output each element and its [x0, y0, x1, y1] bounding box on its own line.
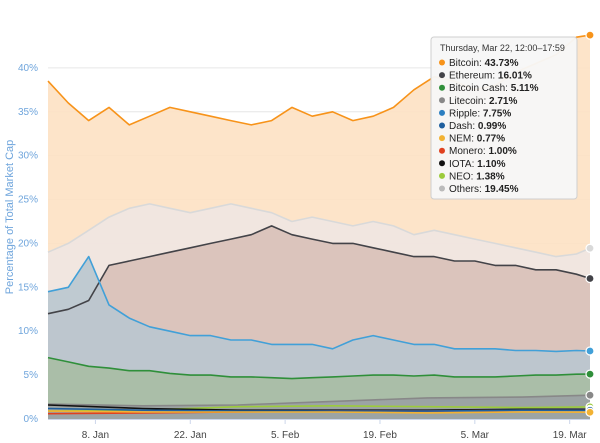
tooltip-row-ripple: Ripple: 7.75% [449, 108, 511, 119]
y-tick-label: 5% [24, 370, 39, 381]
series-line-ripple[interactable] [47, 255, 591, 353]
tooltip-row-monero: Monero: 1.00% [449, 146, 517, 157]
tooltip-dot-litecoin [439, 97, 445, 104]
series-line-ethereum[interactable] [47, 225, 591, 315]
tooltip-row-dash: Dash: 0.99% [449, 121, 506, 132]
tooltip-box [430, 36, 578, 200]
tooltip-row-neo: NEO: 1.38% [449, 171, 505, 182]
y-tick-label: 20% [18, 238, 38, 249]
x-tick-label: 5. Mar [461, 430, 490, 441]
y-tick-label: 35% [18, 107, 38, 118]
y-axis-ticks: 0% 5% 10% 15% 20% 25% 30% 35% 40% [18, 63, 38, 425]
x-tick-label: 19. Mar [553, 430, 588, 441]
x-tick-label: 19. Feb [363, 430, 397, 441]
tooltip-row-ethereum: Ethereum: 16.01% [449, 71, 532, 82]
tooltip-dot-iota [439, 160, 445, 167]
series-line-nem[interactable] [47, 410, 591, 414]
tooltip-dot-bitcoin-cash [439, 84, 445, 91]
tooltip-dot-neo [439, 172, 445, 179]
series-line-others[interactable] [47, 203, 591, 258]
tooltip-dot-bitcoin [439, 59, 445, 66]
y-axis-label: Percentage of Total Market Cap [4, 140, 16, 295]
tooltip-row-bitcoin-cash: Bitcoin Cash: 5.11% [449, 83, 539, 94]
x-tick-label: 5. Feb [271, 430, 300, 441]
tooltip-dot-ripple [439, 109, 445, 116]
y-tick-label: 15% [18, 282, 38, 293]
marker-ripple [585, 346, 595, 356]
tooltip-dot-others [439, 185, 445, 192]
tooltip-dot-ethereum [439, 72, 445, 79]
y-tick-label: 0% [24, 414, 39, 425]
marker-litecoin [585, 390, 595, 400]
marker-bitcoin [585, 30, 595, 40]
y-tick-label: 10% [18, 326, 38, 337]
tooltip-row-iota: IOTA: 1.10% [449, 159, 506, 170]
y-tick-label: 30% [18, 151, 38, 162]
marker-others [585, 243, 595, 253]
series-line-iota[interactable] [47, 404, 590, 411]
hover-markers [585, 30, 595, 417]
tooltip-header: Thursday, Mar 22, 12:00–17:59 [440, 43, 565, 53]
y-tick-label: 40% [18, 63, 38, 74]
series-lines [47, 34, 591, 415]
marker-bitcoin-cash [585, 369, 595, 379]
tooltip-rows: Bitcoin: 43.73% Ethereum: 16.01%Bitcoin C… [439, 58, 539, 195]
x-axis-ticks: 8. Jan 22. Jan 5. Feb 19. Feb 5. Mar 19. Mar [82, 419, 587, 441]
tooltip: Thursday, Mar 22, 12:00–17:59 Bitcoin: 4… [430, 36, 578, 200]
marker-nem [585, 407, 595, 417]
series-line-litecoin[interactable] [47, 394, 591, 407]
series-line-bitcoin-cash[interactable] [47, 356, 591, 380]
tooltip-row-litecoin: Litecoin: 2.71% [449, 96, 517, 107]
tooltip-dot-dash [439, 122, 445, 129]
tooltip-dot-nem [439, 135, 445, 142]
series-line-dash[interactable] [47, 407, 591, 412]
y-tick-label: 25% [18, 195, 38, 206]
marker-ethereum [585, 273, 595, 284]
x-tick-label: 8. Jan [82, 430, 109, 441]
tooltip-row-bitcoin: Bitcoin: 43.73% [449, 58, 519, 69]
tooltip-row-others: Others: 19.45% [449, 184, 519, 195]
x-tick-label: 22. Jan [174, 430, 207, 441]
tooltip-row-nem: NEM: 0.77% [449, 134, 505, 145]
tooltip-dot-monero [439, 147, 445, 154]
